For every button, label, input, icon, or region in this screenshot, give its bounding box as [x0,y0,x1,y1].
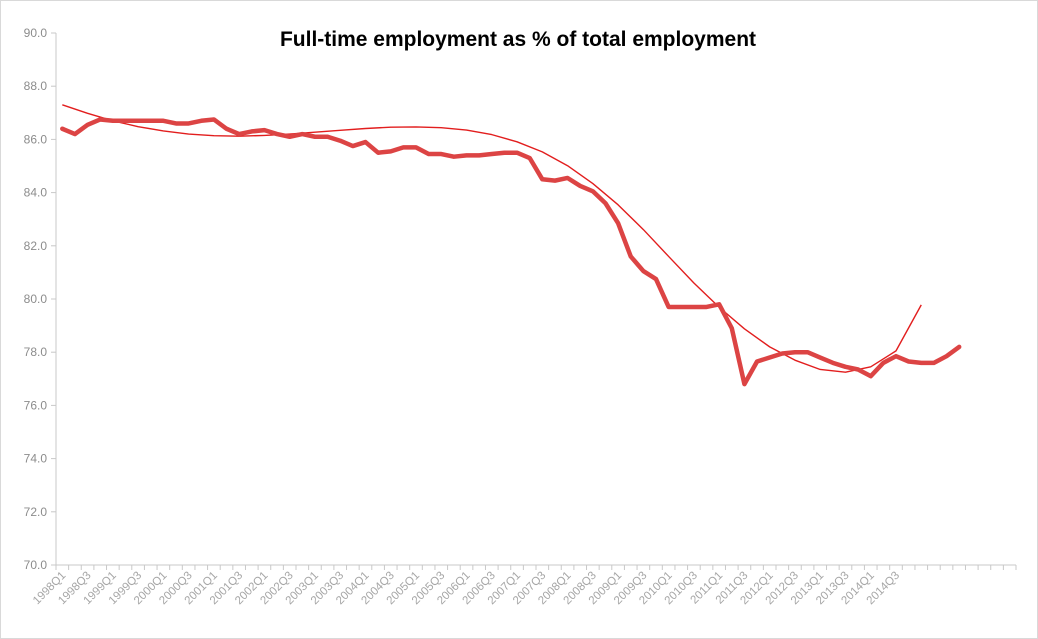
data-point [427,152,431,156]
y-tick-label: 70.0 [24,558,48,572]
chart-title: Full-time employment as % of total emplo… [280,28,756,51]
data-point [452,155,456,159]
x-axis: 1998Q11998Q31999Q11999Q32000Q12000Q32001… [31,564,1017,607]
data-point [515,151,519,155]
data-point [123,119,128,123]
data-point [742,382,747,386]
data-point [477,153,481,157]
data-point [464,153,469,157]
data-point [755,359,759,364]
data-point [831,361,835,365]
data-point [250,129,254,134]
data-point [869,374,873,378]
data-point [629,254,633,259]
data-point [805,350,810,354]
y-tick-label: 86.0 [24,132,48,146]
data-point [98,117,102,122]
data-point [667,305,671,309]
data-point [288,135,292,139]
data-point [654,277,658,281]
data-point [894,354,898,358]
data-point [818,355,822,360]
data-point [224,127,229,131]
data-point [679,305,683,309]
data-point [502,151,507,155]
data-point [237,132,241,136]
data-point [641,269,645,273]
data-point [553,179,557,183]
data-point [187,121,191,126]
y-axis: 70.0 72.0 74.0 76.0 78.0 80.0 82.0 84.0 86.0 88.0… [24,26,57,572]
data-point [717,302,721,306]
data-point [212,117,216,122]
data-point [136,119,140,123]
y-tick-label: 90.0 [24,26,48,40]
y-tick-label: 78.0 [24,345,48,359]
y-tick-label: 80.0 [24,292,48,306]
data-point [793,350,797,354]
data-point [351,144,355,148]
series-line [60,117,962,387]
y-tick-label: 82.0 [24,239,48,253]
data-point [313,135,317,139]
data-point [578,184,582,188]
data-point [300,132,304,136]
trendline [62,104,922,373]
data-point [73,132,77,136]
data-point [591,189,595,193]
data-point [363,140,368,144]
data-point [616,221,620,225]
y-tick-label: 88.0 [24,79,48,93]
data-point [401,145,405,149]
y-tick-label: 84.0 [24,186,48,200]
data-point [414,145,418,149]
data-point [919,361,923,365]
data-point [957,345,961,349]
y-tick-label: 76.0 [24,398,48,412]
data-point [389,149,393,153]
data-point [730,326,734,330]
data-point [262,128,267,132]
data-point [843,365,848,369]
data-point [149,119,153,123]
data-point [439,152,443,156]
data-point [111,119,115,123]
data-point [528,156,532,160]
data-point [565,176,570,180]
data-point [692,305,696,309]
data-point [881,361,885,365]
data-point [376,151,380,155]
data-point [704,305,709,309]
data-point [85,123,90,127]
y-tick-label: 74.0 [24,452,48,466]
data-point [490,152,494,156]
data-point [275,132,279,136]
series-layer [60,104,962,387]
data-point [780,351,784,356]
data-point [603,201,608,205]
data-point [338,139,342,143]
data-point [161,119,165,123]
data-point [199,119,203,123]
data-point [325,135,330,139]
data-point [174,121,178,126]
data-point [60,127,64,131]
data-point [907,359,911,364]
data-point [944,354,949,358]
data-point [768,355,772,360]
data-point [540,177,544,181]
data-point [856,367,860,372]
data-point [932,361,936,365]
y-tick-label: 72.0 [24,505,48,519]
